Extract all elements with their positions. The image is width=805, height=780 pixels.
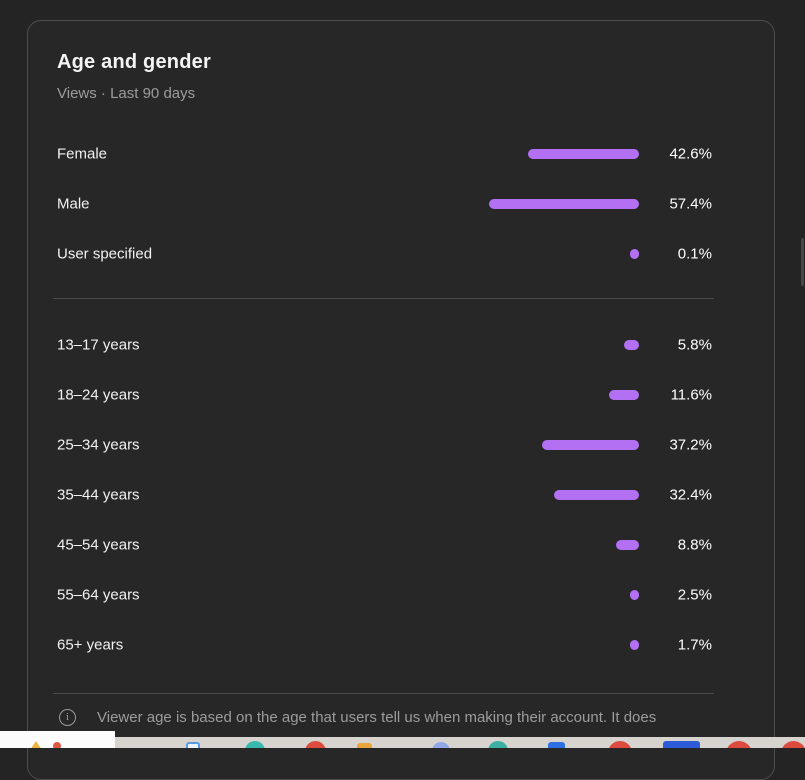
- footer-note-row: i Viewer age is based on the age that us…: [59, 709, 754, 726]
- metric-row: 45–54 years 8.8%: [28, 520, 774, 570]
- section-divider: [53, 298, 714, 299]
- taskbar-app-icon[interactable]: [432, 742, 450, 748]
- metric-bar: [630, 590, 639, 600]
- metric-bar: [489, 199, 639, 209]
- taskbar-app-icon[interactable]: [357, 743, 372, 748]
- metric-label: 45–54 years: [57, 536, 140, 554]
- gender-breakdown-list: Female 42.6% Male 57.4% User specified 0.1%: [28, 129, 774, 279]
- card-subtitle: Views · Last 90 days: [57, 85, 196, 102]
- metric-bar: [542, 440, 639, 450]
- taskbar-app-icon[interactable]: [608, 741, 632, 748]
- metric-label: 35–44 years: [57, 486, 140, 504]
- metric-bar: [609, 390, 639, 400]
- metric-row: 55–64 years 2.5%: [28, 570, 774, 620]
- taskbar-app-icon[interactable]: [663, 741, 700, 748]
- metric-value: 42.6%: [669, 145, 712, 163]
- metric-value: 5.8%: [677, 336, 712, 354]
- metric-bar: [554, 490, 639, 500]
- card-title: Age and gender: [57, 51, 211, 73]
- metric-value: 0.1%: [677, 245, 712, 263]
- metric-value: 57.4%: [669, 195, 712, 213]
- metric-value: 2.5%: [677, 586, 712, 604]
- metric-value: 8.8%: [677, 536, 712, 554]
- background-window-sliver: [0, 731, 115, 748]
- metric-bar: [630, 249, 639, 259]
- scrollbar-thumb[interactable]: [801, 238, 804, 286]
- metric-row: Female 42.6%: [28, 129, 774, 179]
- taskbar-app-icon[interactable]: [305, 741, 326, 748]
- age-breakdown-list: 13–17 years 5.8% 18–24 years 11.6% 25–34 yea…: [28, 320, 774, 670]
- metric-row: Male 57.4%: [28, 179, 774, 229]
- age-gender-analytics-card: Age and gender Views · Last 90 days Fema…: [27, 20, 775, 780]
- metric-bar: [624, 340, 639, 350]
- metric-value: 32.4%: [669, 486, 712, 504]
- info-icon: i: [59, 709, 76, 726]
- metric-row: 25–34 years 37.2%: [28, 420, 774, 470]
- taskbar-app-icon[interactable]: [781, 741, 805, 748]
- metric-bar: [630, 640, 639, 650]
- taskbar-app-icon[interactable]: [186, 742, 200, 748]
- footer-divider: [53, 693, 714, 694]
- metric-row: 13–17 years 5.8%: [28, 320, 774, 370]
- taskbar: [0, 737, 805, 748]
- metric-label: 13–17 years: [57, 336, 140, 354]
- metric-label: User specified: [57, 245, 153, 263]
- metric-value: 1.7%: [677, 636, 712, 654]
- taskbar-app-icon[interactable]: [548, 742, 565, 748]
- red-dot-icon: [53, 742, 61, 748]
- metric-bar: [528, 149, 639, 159]
- footer-note: Viewer age is based on the age that user…: [97, 709, 657, 726]
- metric-row: 18–24 years 11.6%: [28, 370, 774, 420]
- taskbar-app-icon[interactable]: [726, 741, 752, 748]
- metric-value: 37.2%: [669, 436, 712, 454]
- metric-label: 25–34 years: [57, 436, 140, 454]
- metric-row: 35–44 years 32.4%: [28, 470, 774, 520]
- metric-bar: [616, 540, 639, 550]
- metric-label: Male: [57, 195, 90, 213]
- metric-label: 55–64 years: [57, 586, 140, 604]
- metric-label: 18–24 years: [57, 386, 140, 404]
- metric-label: Female: [57, 145, 108, 163]
- metric-value: 11.6%: [670, 386, 712, 404]
- yellow-triangle-icon: [30, 741, 42, 748]
- taskbar-app-icon[interactable]: [245, 741, 265, 748]
- metric-label: 65+ years: [57, 636, 124, 654]
- taskbar-app-icon[interactable]: [488, 741, 508, 748]
- metric-row: User specified 0.1%: [28, 229, 774, 279]
- metric-row: 65+ years 1.7%: [28, 620, 774, 670]
